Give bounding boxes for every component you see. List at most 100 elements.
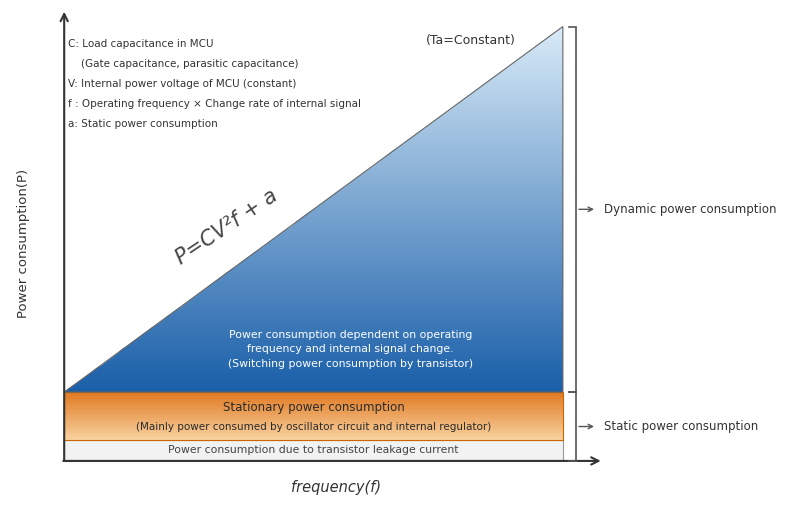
Polygon shape: [243, 258, 563, 261]
Polygon shape: [355, 176, 563, 179]
Polygon shape: [280, 231, 563, 234]
Polygon shape: [64, 413, 563, 415]
Polygon shape: [359, 173, 563, 176]
Polygon shape: [64, 400, 563, 401]
Text: a: Static power consumption: a: Static power consumption: [68, 119, 218, 129]
Polygon shape: [64, 435, 563, 437]
Polygon shape: [64, 429, 563, 430]
Polygon shape: [64, 419, 563, 420]
Polygon shape: [64, 432, 563, 433]
Polygon shape: [550, 33, 563, 36]
Polygon shape: [64, 396, 563, 397]
Polygon shape: [255, 249, 563, 252]
Polygon shape: [526, 51, 563, 54]
Polygon shape: [314, 206, 563, 209]
Polygon shape: [322, 200, 563, 203]
Polygon shape: [94, 368, 563, 371]
Polygon shape: [64, 392, 563, 394]
Polygon shape: [522, 54, 563, 57]
Polygon shape: [64, 405, 563, 406]
Polygon shape: [301, 216, 563, 219]
Polygon shape: [64, 423, 563, 425]
Polygon shape: [64, 436, 563, 437]
Polygon shape: [259, 246, 563, 249]
Polygon shape: [139, 334, 563, 337]
Polygon shape: [64, 394, 563, 395]
Polygon shape: [363, 170, 563, 173]
Text: Dynamic power consumption: Dynamic power consumption: [604, 203, 777, 216]
Polygon shape: [64, 420, 563, 421]
Polygon shape: [64, 438, 563, 440]
Polygon shape: [64, 421, 563, 422]
Polygon shape: [455, 103, 563, 106]
Polygon shape: [164, 316, 563, 319]
Polygon shape: [251, 252, 563, 255]
Polygon shape: [176, 307, 563, 310]
Polygon shape: [156, 322, 563, 325]
Polygon shape: [210, 282, 563, 285]
Polygon shape: [106, 359, 563, 362]
Polygon shape: [64, 417, 563, 418]
Polygon shape: [530, 48, 563, 51]
Polygon shape: [293, 222, 563, 225]
Polygon shape: [334, 191, 563, 194]
Polygon shape: [238, 261, 563, 264]
Polygon shape: [554, 30, 563, 33]
Polygon shape: [64, 427, 563, 429]
Polygon shape: [467, 93, 563, 96]
Polygon shape: [181, 304, 563, 307]
Polygon shape: [230, 267, 563, 270]
Polygon shape: [64, 406, 563, 407]
Polygon shape: [297, 219, 563, 222]
Polygon shape: [64, 430, 563, 431]
Text: (Gate capacitance, parasitic capacitance): (Gate capacitance, parasitic capacitance…: [68, 59, 298, 69]
Polygon shape: [214, 279, 563, 282]
Polygon shape: [64, 409, 563, 410]
Polygon shape: [310, 209, 563, 213]
Polygon shape: [172, 310, 563, 313]
Polygon shape: [484, 81, 563, 84]
Text: Power consumption(P): Power consumption(P): [17, 169, 30, 318]
Polygon shape: [64, 422, 563, 423]
Polygon shape: [330, 194, 563, 197]
Polygon shape: [126, 343, 563, 346]
Polygon shape: [151, 325, 563, 328]
Polygon shape: [81, 377, 563, 380]
Polygon shape: [64, 438, 563, 439]
Polygon shape: [372, 164, 563, 167]
Polygon shape: [89, 371, 563, 374]
Polygon shape: [64, 391, 563, 393]
Polygon shape: [438, 115, 563, 118]
Polygon shape: [102, 362, 563, 365]
Text: f : Operating frequency × Change rate of internal signal: f : Operating frequency × Change rate of…: [68, 99, 361, 109]
Polygon shape: [64, 395, 563, 397]
Polygon shape: [430, 121, 563, 124]
Polygon shape: [135, 337, 563, 340]
Polygon shape: [401, 142, 563, 145]
Polygon shape: [422, 127, 563, 130]
Polygon shape: [459, 99, 563, 103]
Text: Stationary power consumption: Stationary power consumption: [222, 401, 405, 415]
Polygon shape: [64, 403, 563, 405]
Polygon shape: [64, 397, 563, 398]
Polygon shape: [318, 203, 563, 206]
Polygon shape: [471, 90, 563, 93]
Polygon shape: [426, 124, 563, 127]
Polygon shape: [64, 399, 563, 401]
Text: V: Internal power voltage of MCU (constant): V: Internal power voltage of MCU (consta…: [68, 79, 296, 89]
Polygon shape: [268, 240, 563, 243]
Polygon shape: [98, 365, 563, 368]
Polygon shape: [64, 395, 563, 396]
Polygon shape: [64, 425, 563, 426]
Polygon shape: [64, 409, 563, 411]
Polygon shape: [64, 407, 563, 408]
Polygon shape: [488, 78, 563, 81]
Polygon shape: [130, 340, 563, 343]
Polygon shape: [367, 167, 563, 170]
Polygon shape: [64, 416, 563, 417]
Polygon shape: [480, 84, 563, 87]
Polygon shape: [147, 328, 563, 331]
Polygon shape: [189, 297, 563, 300]
Polygon shape: [496, 72, 563, 75]
Polygon shape: [143, 331, 563, 334]
